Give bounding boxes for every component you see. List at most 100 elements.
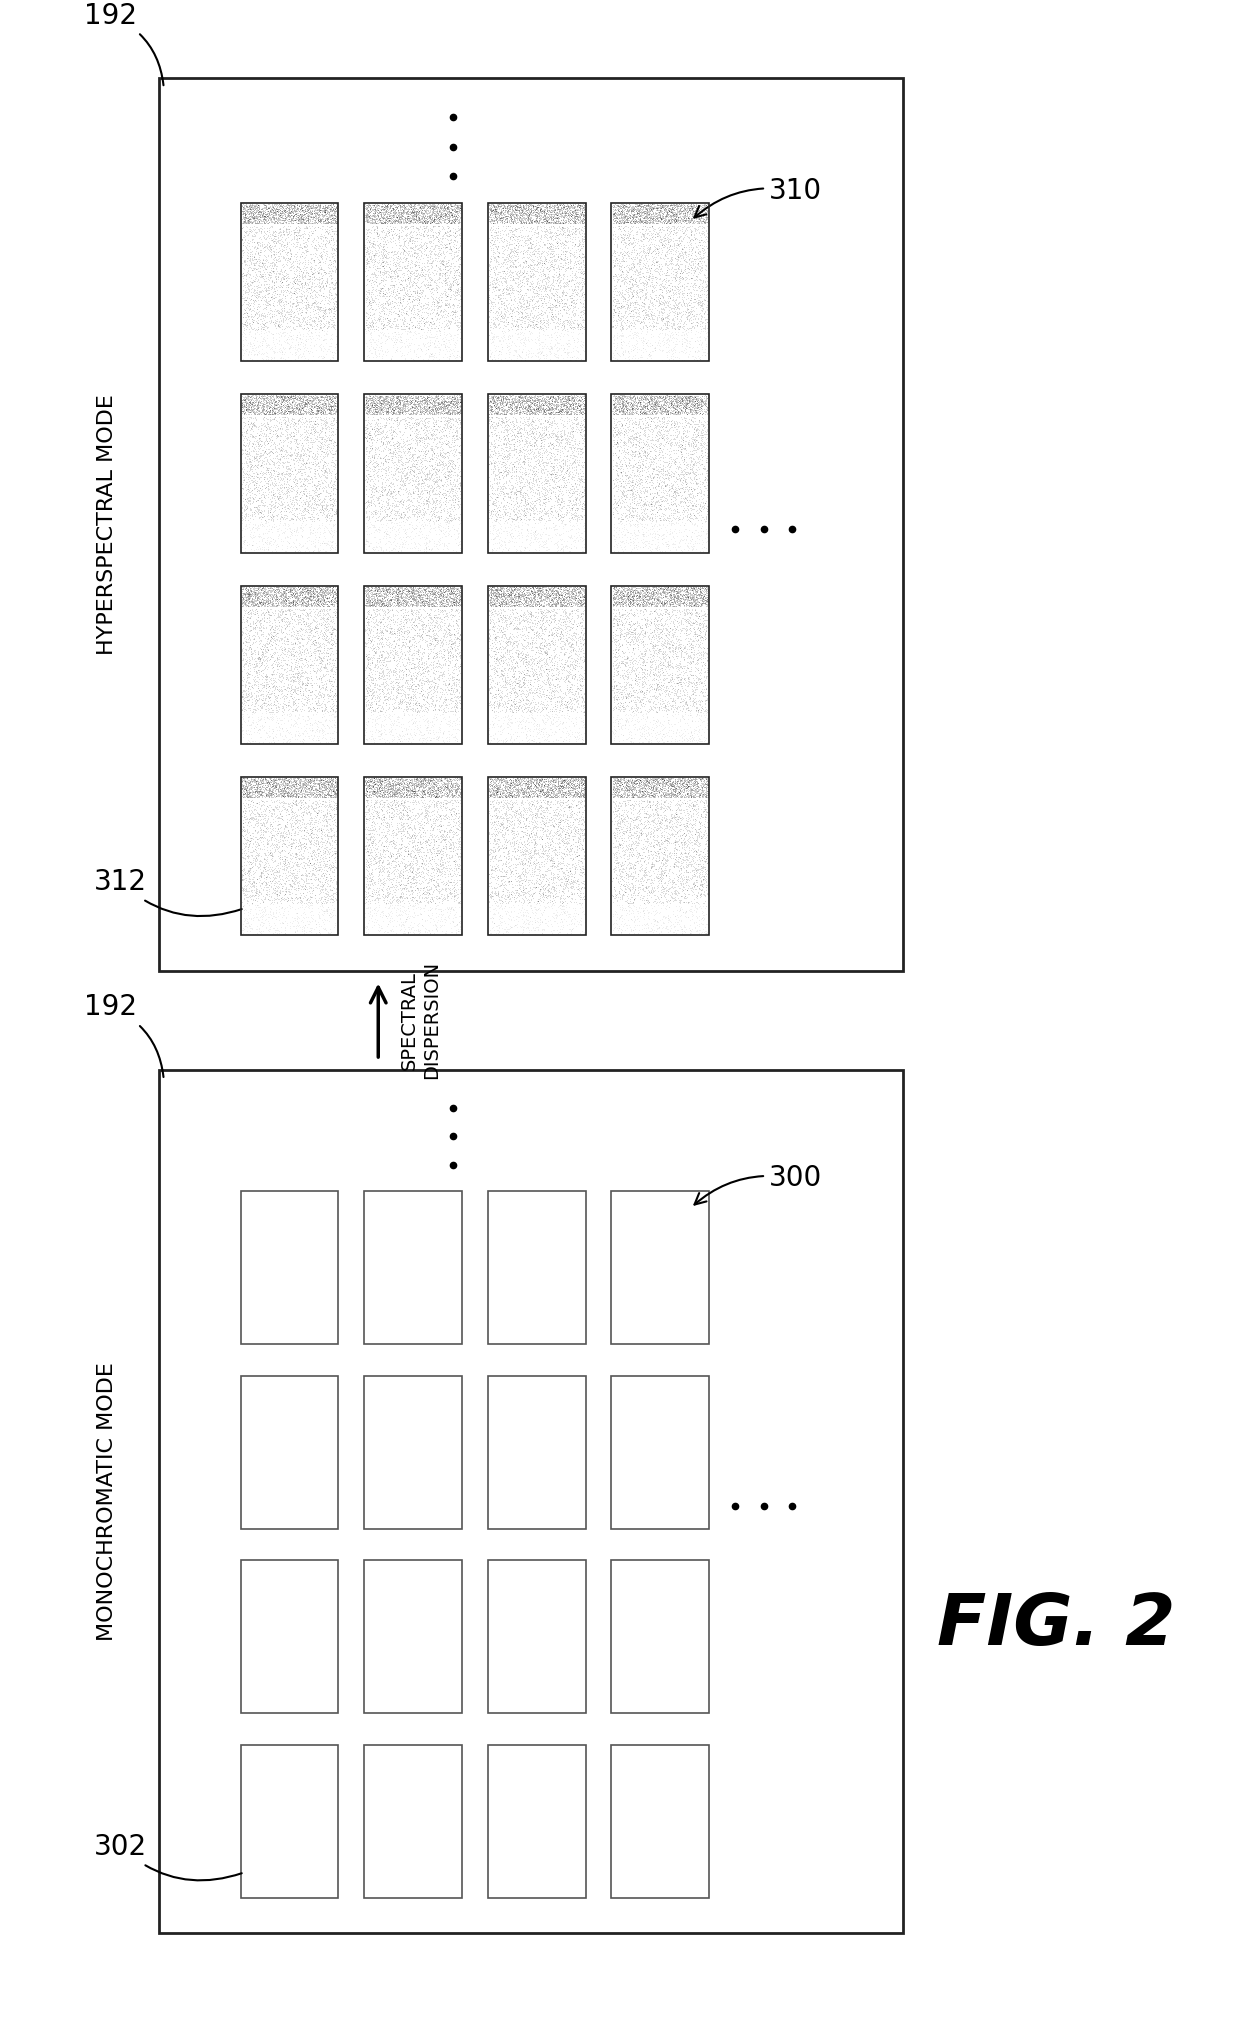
Point bbox=[492, 380, 512, 412]
Point bbox=[399, 865, 419, 898]
Point bbox=[543, 764, 563, 797]
Point bbox=[681, 599, 701, 631]
Point bbox=[570, 588, 590, 621]
Point bbox=[432, 192, 451, 224]
Point bbox=[568, 683, 588, 716]
Point bbox=[609, 433, 629, 465]
Point bbox=[510, 586, 529, 619]
Point bbox=[312, 687, 332, 720]
Point bbox=[532, 637, 552, 669]
Point bbox=[666, 408, 686, 441]
Point bbox=[233, 811, 253, 843]
Point bbox=[548, 578, 568, 611]
Point bbox=[381, 394, 401, 427]
Point bbox=[486, 799, 506, 831]
Point bbox=[512, 601, 532, 633]
Point bbox=[533, 601, 553, 633]
Point bbox=[296, 382, 316, 415]
Point bbox=[501, 791, 521, 823]
Point bbox=[432, 431, 451, 463]
Point bbox=[513, 629, 533, 661]
Point bbox=[665, 261, 684, 293]
Point bbox=[516, 408, 536, 441]
Point bbox=[319, 388, 339, 421]
Point bbox=[415, 819, 435, 851]
Point bbox=[500, 882, 520, 914]
Point bbox=[419, 886, 439, 918]
Point bbox=[548, 283, 568, 315]
Point bbox=[640, 637, 660, 669]
Point bbox=[315, 404, 335, 437]
Point bbox=[613, 518, 632, 550]
Point bbox=[254, 449, 274, 481]
Point bbox=[301, 837, 321, 869]
Point bbox=[259, 196, 279, 228]
Point bbox=[265, 845, 285, 878]
Point bbox=[398, 692, 418, 724]
Point bbox=[503, 493, 523, 526]
Point bbox=[573, 776, 593, 809]
Point bbox=[620, 202, 640, 235]
Point bbox=[621, 647, 641, 679]
Point bbox=[379, 196, 399, 228]
Point bbox=[430, 637, 450, 669]
Point bbox=[568, 815, 588, 847]
Point bbox=[651, 380, 671, 412]
Point bbox=[647, 793, 667, 825]
Point bbox=[526, 791, 546, 823]
Point bbox=[506, 233, 526, 265]
Point bbox=[498, 330, 518, 362]
Point bbox=[317, 499, 337, 532]
Point bbox=[636, 382, 656, 415]
Point bbox=[314, 204, 334, 237]
Point bbox=[518, 301, 538, 334]
Point bbox=[425, 239, 445, 271]
Point bbox=[624, 334, 644, 366]
Point bbox=[289, 657, 309, 690]
Point bbox=[378, 764, 398, 797]
Point bbox=[252, 198, 272, 231]
Point bbox=[538, 485, 558, 518]
Point bbox=[684, 311, 704, 344]
Point bbox=[531, 483, 551, 516]
Point bbox=[518, 200, 538, 233]
Point bbox=[693, 639, 713, 671]
Point bbox=[315, 459, 335, 491]
Point bbox=[374, 671, 394, 704]
Point bbox=[650, 469, 670, 501]
Point bbox=[298, 607, 317, 639]
Point bbox=[494, 263, 513, 295]
Point bbox=[391, 653, 410, 685]
Point bbox=[610, 390, 630, 423]
Point bbox=[605, 520, 625, 552]
Point bbox=[492, 194, 512, 226]
Point bbox=[377, 888, 397, 920]
Point bbox=[250, 271, 270, 303]
Point bbox=[275, 584, 295, 617]
Point bbox=[626, 453, 646, 485]
Point bbox=[234, 853, 254, 886]
Point bbox=[405, 685, 425, 718]
Point bbox=[497, 803, 517, 835]
Point bbox=[233, 627, 253, 659]
Point bbox=[665, 772, 684, 805]
Point bbox=[255, 429, 275, 461]
Point bbox=[232, 394, 252, 427]
Point bbox=[303, 245, 322, 277]
Point bbox=[547, 681, 567, 714]
Point bbox=[502, 647, 522, 679]
Point bbox=[668, 392, 688, 425]
Point bbox=[384, 224, 404, 257]
Point bbox=[605, 783, 625, 815]
Point bbox=[432, 463, 451, 495]
Point bbox=[528, 766, 548, 799]
Point bbox=[560, 344, 580, 376]
Point bbox=[497, 190, 517, 222]
Point bbox=[625, 265, 645, 297]
Point bbox=[484, 835, 503, 867]
Point bbox=[445, 493, 465, 526]
Point bbox=[681, 188, 701, 220]
Point bbox=[241, 291, 260, 324]
Point bbox=[655, 902, 675, 934]
Point bbox=[381, 380, 401, 412]
